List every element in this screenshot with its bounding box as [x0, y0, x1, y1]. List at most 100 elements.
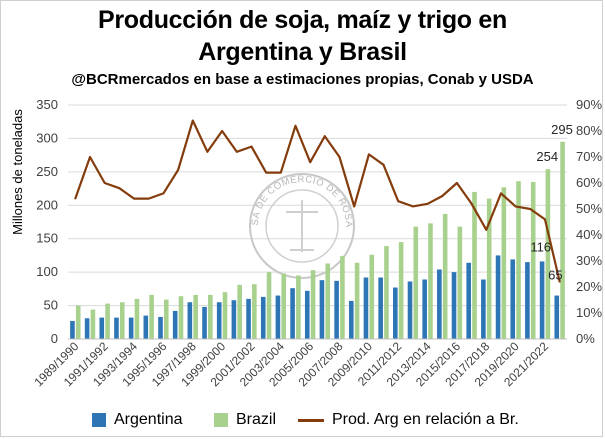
bar-argentina-2002-2003: [260, 296, 266, 339]
bar-argentina-2011-2012: [393, 287, 398, 339]
bar-argentina-2004-2005: [290, 288, 295, 339]
bar-brazil-2013-2014: [428, 223, 433, 339]
bar-argentina-2020-2021: [525, 262, 530, 339]
data-label-argentina-2022-2023: 65: [548, 268, 562, 283]
bar-brazil-1990-1991: [90, 309, 96, 339]
ratio-point-1994-1995: [147, 197, 150, 200]
bar-brazil-2003-2004: [281, 273, 287, 339]
bar-argentina-2015-2016: [451, 272, 457, 339]
ratio-point-2012-2013: [411, 205, 414, 208]
y-tick-label: 250: [36, 164, 58, 179]
ratio-point-2009-2010: [367, 153, 370, 156]
bar-brazil-2015-2016: [457, 226, 463, 339]
bar-argentina-1995-1996: [158, 316, 163, 339]
y-tick-label: 100: [36, 264, 58, 279]
bar-brazil-2005-2006: [310, 270, 316, 339]
y2-tick-label: 50%: [576, 201, 602, 216]
ratio-point-2018-2019: [500, 192, 502, 195]
y2-tick-label: 90%: [576, 97, 602, 112]
ratio-point-1990-1991: [89, 156, 91, 158]
bar-brazil-1989-1990: [75, 305, 81, 339]
ratio-point-2005-2006: [309, 161, 312, 164]
bar-argentina-1990-1991: [84, 318, 90, 339]
y2-tick-label: 30%: [576, 253, 602, 268]
y2-tick-label: 10%: [576, 305, 602, 320]
bar-argentina-2014-2015: [437, 269, 442, 339]
ratio-point-1989-1990: [74, 197, 77, 200]
bar-argentina-1993-1994: [128, 317, 134, 339]
legend-item-ratio: Prod. Arg en relación a Br.: [298, 408, 519, 432]
legend-label-argentina: Argentina: [114, 411, 183, 428]
ratio-point-2022-2023: [558, 280, 561, 283]
legend-item-brazil: Brazil: [214, 408, 276, 432]
bar-argentina-1989-1990: [70, 320, 75, 339]
ratio-point-1991-1992: [103, 182, 106, 184]
ratio-point-2020-2021: [529, 208, 532, 210]
bar-brazil-2002-2003: [266, 272, 272, 339]
bar-brazil-2019-2020: [516, 181, 521, 339]
bar-brazil-2011-2012: [398, 242, 404, 339]
data-labels: 254 295 116 65: [530, 122, 572, 283]
bar-brazil-1998-1999: [208, 294, 213, 339]
seal-inner-ring: [265, 189, 339, 263]
bar-brazil-2009-2010: [369, 254, 375, 339]
ratio-point-1997-1998: [191, 119, 194, 122]
bar-argentina-2005-2006: [304, 290, 310, 339]
bar-brazil-1994-1995: [149, 294, 154, 339]
ratio-point-2015-2016: [456, 182, 458, 184]
bar-brazil-2001-2002: [252, 284, 257, 339]
seal-text: BOLSA DE COMERCIO DE ROSARIO: [0, 0, 354, 228]
ratio-line-path: [74, 119, 561, 283]
y2-tick-label: 20%: [576, 279, 602, 294]
ratio-point-2000-2001: [235, 150, 238, 153]
ratio-point-2010-2011: [382, 163, 385, 166]
bar-argentina-2012-2013: [407, 281, 413, 339]
bar-brazil-2022-2023: [560, 141, 565, 339]
ratio-point-1995-1996: [162, 192, 165, 195]
legend-item-argentina: Argentina: [92, 408, 183, 432]
bar-argentina-2018-2019: [495, 255, 501, 339]
bar-argentina-2000-2001: [231, 300, 237, 339]
bar-brazil-2016-2017: [472, 191, 477, 339]
bar-brazil-1995-1996: [163, 299, 169, 339]
ratio-point-2016-2017: [470, 202, 473, 205]
bar-brazil-2006-2007: [325, 263, 331, 339]
y-tick-label: 150: [36, 231, 58, 246]
data-label-argentina-2021-2022: 116: [530, 239, 551, 254]
bar-argentina-2022-2023: [554, 295, 560, 339]
ratio-point-1992-1993: [118, 187, 121, 190]
bar-argentina-2006-2007: [319, 280, 325, 339]
y2-tick-label: 60%: [576, 175, 602, 190]
bar-argentina-2016-2017: [466, 262, 472, 339]
bar-brazil-1992-1993: [119, 302, 125, 339]
legend-label-ratio: Prod. Arg en relación a Br.: [332, 411, 519, 428]
bar-brazil-2008-2009: [354, 262, 360, 339]
bar-brazil-2021-2022: [545, 169, 551, 339]
ratio-point-2011-2012: [397, 200, 400, 203]
bar-argentina-1997-1998: [187, 302, 193, 339]
ratio-point-1996-1997: [177, 169, 179, 171]
bar-argentina-2009-2010: [363, 277, 369, 339]
ratio-point-2013-2014: [426, 202, 429, 205]
bar-brazil-2012-2013: [413, 226, 419, 339]
bar-argentina-1994-1995: [143, 315, 149, 339]
bar-marks: [70, 141, 565, 339]
ratio-point-2014-2015: [441, 195, 444, 197]
ratio-point-2004-2005: [294, 124, 297, 127]
ratio-point-2003-2004: [279, 171, 282, 174]
seal-emblem: [286, 200, 318, 252]
legend-label-brazil: Brazil: [236, 411, 277, 428]
bar-brazil-2017-2018: [486, 198, 492, 339]
bar-argentina-1992-1993: [114, 317, 119, 339]
y2-tick-label: 40%: [576, 227, 602, 242]
ratio-point-2021-2022: [544, 218, 546, 221]
bar-brazil-2014-2015: [442, 213, 448, 339]
ratio-point-2007-2008: [338, 156, 341, 158]
y-tick-label: 50: [44, 298, 58, 313]
y-axis-label: Millones de toneladas: [10, 109, 25, 235]
bar-brazil-2004-2005: [296, 275, 301, 339]
legend-swatch-brazil: [214, 413, 228, 427]
gridlines: [68, 104, 567, 340]
y-axis-right: 0% 10% 20% 30% 40% 50% 60% 70% 80% 90%: [576, 97, 602, 346]
